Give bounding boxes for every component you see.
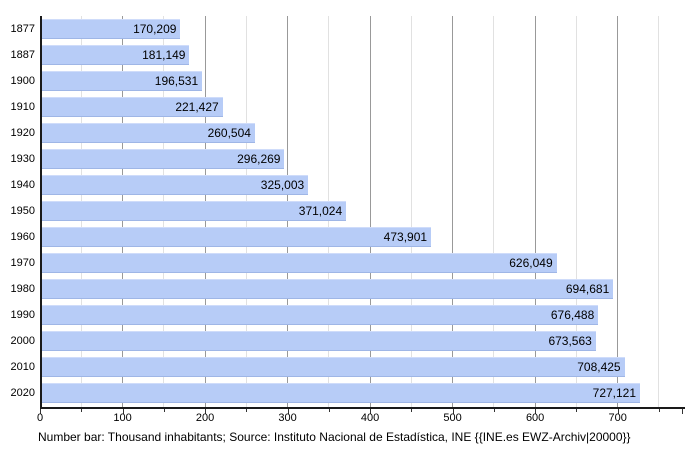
bar-row: 676,488: [40, 302, 668, 328]
x-tick-major: [40, 409, 41, 414]
bar: 626,049: [40, 253, 557, 273]
caption: Number bar: Thousand inhabitants; Source…: [38, 430, 631, 444]
bar: 676,488: [40, 305, 599, 325]
bar: 170,209: [40, 19, 181, 39]
bar-row: 296,269: [40, 146, 668, 172]
bar-row: 196,531: [40, 68, 668, 94]
bar-value-label: 296,269: [237, 152, 281, 166]
bar: 196,531: [40, 71, 203, 91]
bar: 181,149: [40, 45, 190, 65]
bar-row: 727,121: [40, 380, 668, 406]
bar-value-label: 676,488: [550, 308, 595, 322]
x-axis-line: [40, 407, 686, 409]
x-tick-label: 700: [608, 412, 627, 424]
x-tick-label: 0: [36, 412, 44, 424]
year-axis-label: 1960: [10, 231, 35, 243]
x-tick-major: [205, 409, 207, 414]
x-tick-label: 300: [278, 412, 297, 424]
bar-row: 371,024: [40, 198, 668, 224]
bar-value-label: 181,149: [142, 48, 186, 62]
bar-row: 694,681: [40, 276, 668, 302]
bar-row: 325,003: [40, 172, 668, 198]
year-axis-label: 1970: [10, 257, 35, 269]
bar-value-label: 196,531: [154, 74, 199, 88]
x-tick-label: 600: [525, 412, 545, 424]
bar-row: 626,049: [40, 250, 668, 276]
year-axis-label: 1930: [10, 153, 35, 165]
x-tick-minor: [658, 409, 660, 412]
year-axis-label: 1920: [10, 127, 35, 139]
gridline-minor: [410, 16, 412, 407]
gridline-major: [452, 16, 454, 407]
plot-area: 170,209 181,149 196,531 221,427 260,504 296,2…: [40, 16, 668, 407]
year-axis-label: 1900: [10, 75, 35, 87]
year-axis-label: 2000: [10, 335, 35, 347]
bar-value-label: 371,024: [298, 204, 343, 218]
gridline-minor: [658, 16, 660, 407]
bar-row: 708,425: [40, 354, 668, 380]
x-tick-major: [535, 409, 537, 414]
x-tick-label: 500: [443, 412, 462, 424]
bar-row: 473,901: [40, 224, 668, 250]
bar: 673,563: [40, 331, 596, 351]
x-tick-label: 100: [113, 412, 132, 424]
gridline-minor: [575, 16, 577, 407]
x-tick-major: [370, 409, 372, 414]
bar-value-label: 708,425: [577, 360, 621, 374]
y-axis-line: [40, 16, 42, 407]
bar-value-label: 221,427: [175, 100, 219, 114]
bar-value-label: 473,901: [383, 230, 428, 244]
x-tick-major: [452, 409, 454, 414]
year-axis-label: 1910: [10, 101, 35, 113]
bars-layer: 170,209 181,149 196,531 221,427 260,504 296,2…: [40, 16, 668, 407]
bar: 260,504: [40, 123, 255, 143]
bar: 727,121: [40, 383, 641, 403]
bar-row: 221,427: [40, 94, 668, 120]
year-axis-label: 1950: [10, 205, 35, 217]
year-axis-label: 1940: [10, 179, 35, 191]
gridline-major: [369, 16, 371, 407]
bar: 371,024: [40, 201, 347, 221]
year-axis-label: 1877: [10, 23, 35, 35]
bar-value-label: 694,681: [565, 282, 610, 296]
bar: 296,269: [40, 149, 285, 169]
bar: 221,427: [40, 97, 223, 117]
bar: 694,681: [40, 279, 614, 299]
year-axis-label: 1980: [10, 283, 35, 295]
x-tick-label: 400: [360, 412, 380, 424]
year-axis-label: 2010: [10, 361, 35, 373]
gridline-major: [617, 16, 619, 407]
x-tick-minor: [493, 409, 495, 412]
bar-row: 673,563: [40, 328, 668, 354]
gridline-minor: [493, 16, 495, 407]
bar: 325,003: [40, 175, 309, 195]
bar-row: 170,209: [40, 16, 668, 42]
bar-row: 181,149: [40, 42, 668, 68]
x-tick-major: [617, 409, 619, 414]
x-tick-minor: [246, 409, 248, 412]
year-axis-label: 1887: [10, 49, 35, 61]
bar-value-label: 727,121: [592, 386, 637, 400]
x-tick-minor: [81, 409, 83, 412]
x-tick-label: 200: [195, 412, 215, 424]
bar-value-label: 626,049: [509, 256, 553, 270]
x-tick-minor: [576, 409, 578, 412]
x-tick-minor: [163, 409, 165, 412]
bar-value-label: 170,209: [133, 22, 177, 36]
bar-value-label: 325,003: [260, 178, 305, 192]
x-tick-major: [122, 409, 124, 414]
bar-value-label: 260,504: [207, 126, 251, 140]
year-axis-label: 2020: [10, 387, 35, 399]
x-tick-minor: [411, 409, 413, 412]
bar: 473,901: [40, 227, 432, 247]
bar-value-label: 673,563: [548, 334, 592, 348]
bar-row: 260,504: [40, 120, 668, 146]
x-tick-minor: [328, 409, 330, 412]
x-axis-end-tick: [682, 409, 684, 414]
gridline-major: [534, 16, 536, 407]
bar: 708,425: [40, 357, 625, 377]
x-tick-major: [287, 409, 289, 414]
year-axis-label: 1990: [10, 309, 35, 321]
